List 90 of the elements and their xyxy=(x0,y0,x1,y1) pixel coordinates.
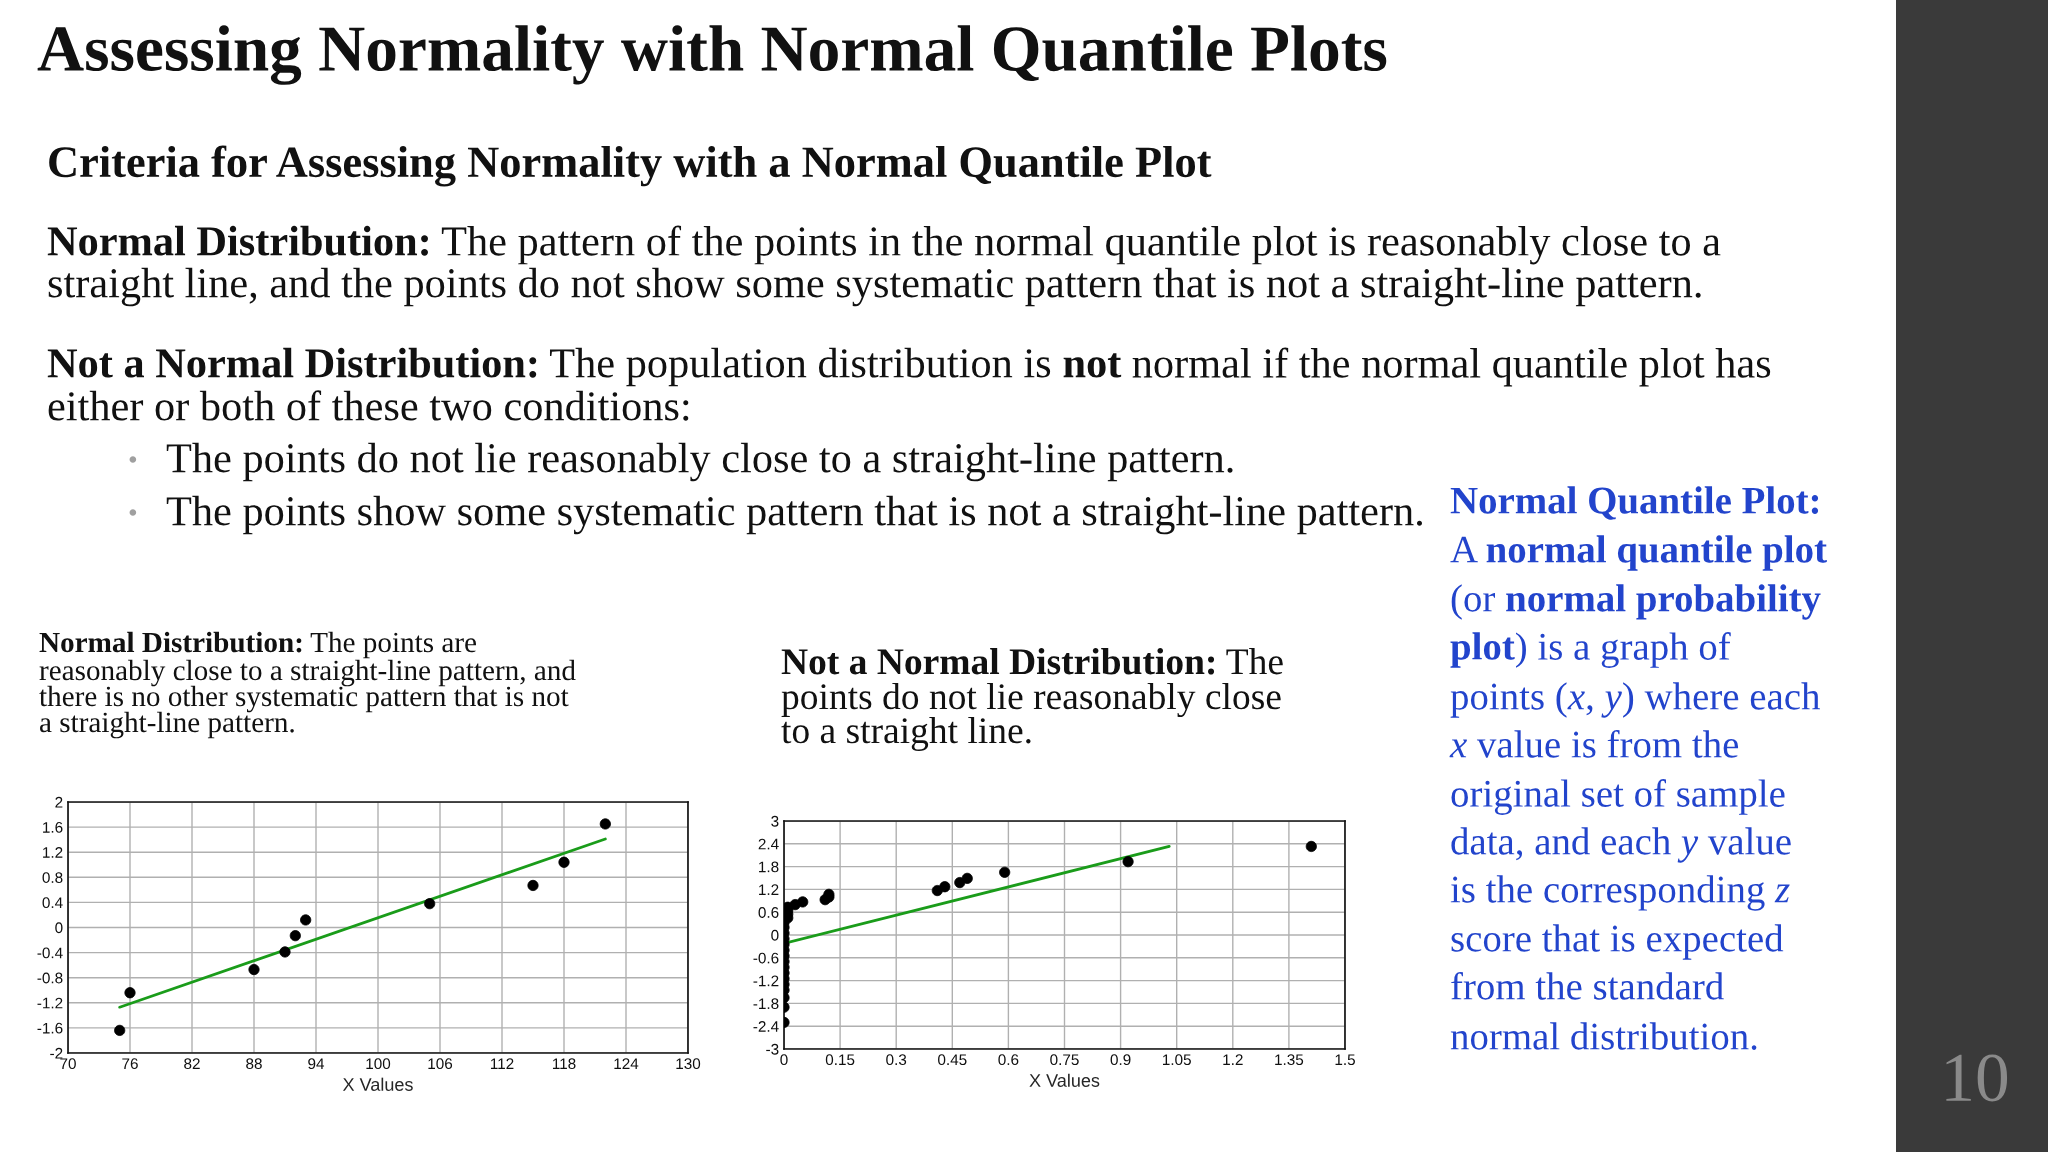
text: , xyxy=(1586,705,1593,716)
text: Not a Normal Distribution: xyxy=(47,347,537,378)
x-tick-label: 88 xyxy=(246,1058,262,1070)
text: not xyxy=(1063,353,1122,378)
text: The pattern of the points in the normal quantile plot is reasonably close to a xyxy=(441,225,1721,265)
text: value xyxy=(1707,827,1791,855)
y-tick-label: -0.4 xyxy=(37,947,63,959)
x-axis-title: X Values xyxy=(1029,1073,1100,1087)
text: normal quantile plot xyxy=(1486,535,1827,571)
y-tick-label: 2.4 xyxy=(758,838,779,850)
text: ) is a graph of xyxy=(1516,632,1731,668)
text: y xyxy=(1601,691,1622,718)
y-tick-label: 3 xyxy=(771,815,779,827)
y-tick-label: 1.2 xyxy=(43,847,63,858)
text: • xyxy=(129,456,137,463)
text: The points are xyxy=(310,631,476,659)
x-tick-label: 130 xyxy=(676,1058,701,1070)
x-tick-label: 124 xyxy=(614,1058,639,1069)
y-tick-label: 2 xyxy=(55,796,63,808)
text: original set of sample xyxy=(1451,779,1785,815)
y-tick-label: 0.8 xyxy=(42,872,63,883)
text: straight line, and the points do not show some systematic pattern that is not a straight-line pattern. xyxy=(48,267,1701,307)
x-tick-label: 0.3 xyxy=(886,1054,907,1066)
x-tick-label: 0.6 xyxy=(998,1054,1019,1066)
y-tick-label: -1.2 xyxy=(753,975,779,987)
x-tick-label: 100 xyxy=(366,1058,391,1070)
y-tick-label: 0 xyxy=(771,929,779,941)
text: Normal Distribution: xyxy=(47,225,428,256)
x-tick-label: 1.35 xyxy=(1275,1054,1304,1066)
text: A xyxy=(1450,536,1478,563)
text: (or xyxy=(1451,584,1495,620)
x-tick-label: 0 xyxy=(780,1054,788,1066)
text: y xyxy=(1677,836,1699,863)
y-tick-label: -0.8 xyxy=(37,972,63,984)
y-tick-label: 0.4 xyxy=(42,897,63,909)
y-tick-label: 1.2 xyxy=(759,884,779,895)
text: data, and each xyxy=(1451,827,1671,861)
text: normal probability xyxy=(1506,584,1821,620)
text: x xyxy=(1449,739,1467,758)
text: Not a Normal Distribution: xyxy=(781,648,1215,675)
x-tick-label: 0.15 xyxy=(825,1054,855,1066)
text: The xyxy=(1226,648,1283,675)
x-tick-label: 106 xyxy=(428,1058,453,1070)
text: value is from the xyxy=(1476,729,1739,758)
text: Criteria for Assessing Normality with a Normal Quantile Plot xyxy=(49,145,1212,187)
y-tick-label: -3 xyxy=(766,1043,779,1055)
text: to a straight line. xyxy=(781,716,1031,752)
text: The population distribution is xyxy=(549,347,1051,387)
text: normal if the normal quantile plot has xyxy=(1132,347,1771,387)
text: points do not lie reasonably close xyxy=(781,682,1281,718)
text: • xyxy=(129,509,137,516)
y-tick-label: -1.2 xyxy=(37,997,63,1009)
y-tick-label: -1.8 xyxy=(753,998,779,1010)
text: score that is expected xyxy=(1451,924,1784,960)
y-tick-label: 1.8 xyxy=(759,861,779,873)
x-axis-title: X Values xyxy=(342,1077,413,1091)
text: z xyxy=(1774,884,1790,903)
text: The points show some systematic pattern that is not a straight-line pattern. xyxy=(166,495,1422,535)
text: is the corresponding xyxy=(1450,875,1765,911)
text: ) where each xyxy=(1623,682,1820,718)
text: points ( xyxy=(1450,682,1567,718)
y-tick-label: 1.6 xyxy=(43,821,63,833)
y-tick-label: -1.6 xyxy=(37,1022,63,1034)
x-tick-label: 1.05 xyxy=(1163,1054,1191,1066)
y-tick-label: -2 xyxy=(50,1047,63,1059)
y-tick-label: -0.6 xyxy=(753,952,779,964)
x-tick-label: 70 xyxy=(60,1058,76,1070)
text: plot xyxy=(1450,632,1515,668)
x-tick-label: 112 xyxy=(490,1058,514,1069)
text: normal distribution. xyxy=(1450,1022,1757,1050)
x-tick-label: 0.75 xyxy=(1050,1054,1079,1066)
x-tick-label: 118 xyxy=(552,1058,576,1070)
y-tick-label: 0.6 xyxy=(758,907,779,918)
y-tick-label: 0 xyxy=(55,922,63,934)
text: from the standard xyxy=(1451,971,1724,1000)
x-tick-label: 76 xyxy=(122,1058,138,1070)
y-tick-label: -2.4 xyxy=(753,1021,779,1032)
x-tick-label: 82 xyxy=(184,1058,200,1070)
text: x xyxy=(1567,691,1585,710)
x-tick-label: 0.9 xyxy=(1110,1054,1131,1066)
x-tick-label: 1.5 xyxy=(1335,1054,1355,1066)
x-tick-label: 94 xyxy=(308,1058,325,1070)
text: either or both of these two conditions: xyxy=(48,390,689,421)
text: Normal Distribution: xyxy=(39,631,302,653)
text: 10 xyxy=(1946,1054,2008,1102)
x-tick-label: 0.45 xyxy=(938,1054,967,1066)
text: The points do not lie reasonably close to a straight-line pattern. xyxy=(166,442,1233,482)
text: Assessing Normality with Normal Quantile Plots xyxy=(37,25,1387,85)
text: Normal Quantile Plot: xyxy=(1450,486,1819,520)
x-tick-label: 1.2 xyxy=(1223,1054,1243,1065)
